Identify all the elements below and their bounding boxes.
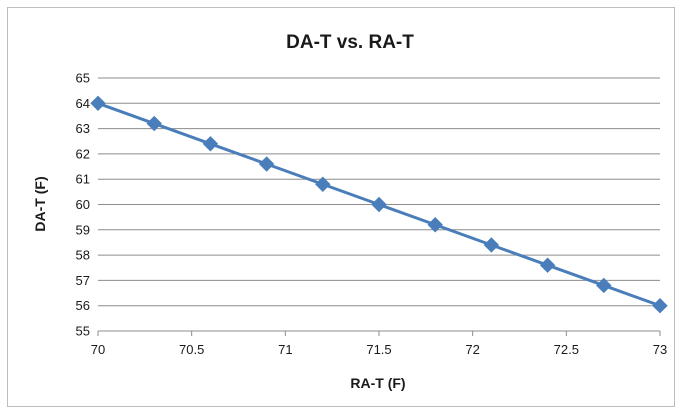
y-tick-labels: 55 56 57 58 59 60 61 62 63 64 65 (76, 71, 90, 339)
y-tick-label: 56 (76, 298, 90, 313)
x-tick-label: 71 (278, 342, 292, 357)
data-point-marker (258, 156, 275, 172)
y-tick-label: 61 (76, 172, 90, 187)
x-tick-label: 70 (91, 342, 105, 357)
data-point-marker (371, 196, 387, 213)
y-tick-label: 60 (76, 197, 90, 212)
data-point-marker (483, 237, 500, 253)
data-point-marker (146, 115, 162, 132)
x-tick-label: 70.5 (179, 342, 204, 357)
data-point-marker (652, 297, 668, 314)
series-group (90, 95, 668, 314)
data-point-marker (90, 95, 106, 112)
y-tick-label: 65 (76, 71, 90, 86)
y-tick-label: 64 (76, 96, 90, 111)
x-tick-label: 73 (653, 342, 667, 357)
data-point-marker (539, 257, 556, 273)
y-tick-label: 57 (76, 273, 90, 288)
x-tick-labels: 70 70.5 71 71.5 72 72.5 73 (91, 331, 667, 357)
chart-frame (7, 7, 675, 407)
x-axis-title: RA-T (F) (350, 375, 405, 391)
x-tick-label: 71.5 (366, 342, 391, 357)
data-point-marker (596, 277, 612, 294)
x-tick-label: 72.5 (554, 342, 579, 357)
y-tick-label: 62 (76, 146, 90, 161)
data-point-marker (315, 176, 331, 192)
y-tick-label: 59 (76, 222, 90, 237)
y-axis-title: DA-T (F) (32, 176, 48, 231)
chart-title: DA-T vs. RA-T (286, 32, 414, 53)
y-tick-label: 58 (76, 248, 90, 263)
data-point-marker (427, 217, 443, 233)
data-point-marker (202, 136, 219, 152)
y-tick-label: 55 (76, 324, 90, 339)
x-tick-label: 72 (465, 342, 479, 357)
y-tick-label: 63 (76, 121, 90, 136)
